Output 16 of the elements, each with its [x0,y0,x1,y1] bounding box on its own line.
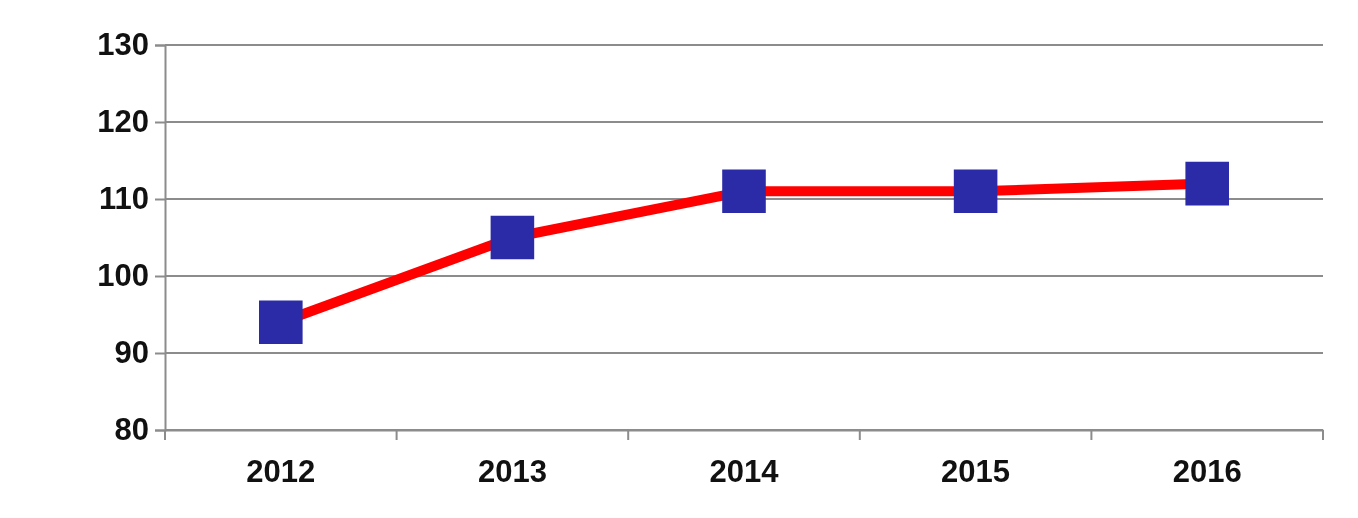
point [953,169,998,214]
x-tick-label: 2016 [1172,454,1242,490]
point [259,300,303,344]
x-tick-label: 2014 [709,454,780,490]
point [1185,161,1229,206]
x-tick-label: 2012 [246,454,316,490]
y-tick-label: 90 [114,335,149,371]
y-tick-label: 130 [97,27,149,63]
y-tick-label: 120 [97,104,149,140]
point [722,169,766,214]
point [490,215,535,260]
x-tick-label: 2015 [941,454,1011,490]
y-tick-label: 80 [114,412,149,448]
y-tick-label: 110 [98,181,149,217]
y-tick-label: 100 [97,258,149,294]
x-tick-label: 2013 [477,454,547,490]
